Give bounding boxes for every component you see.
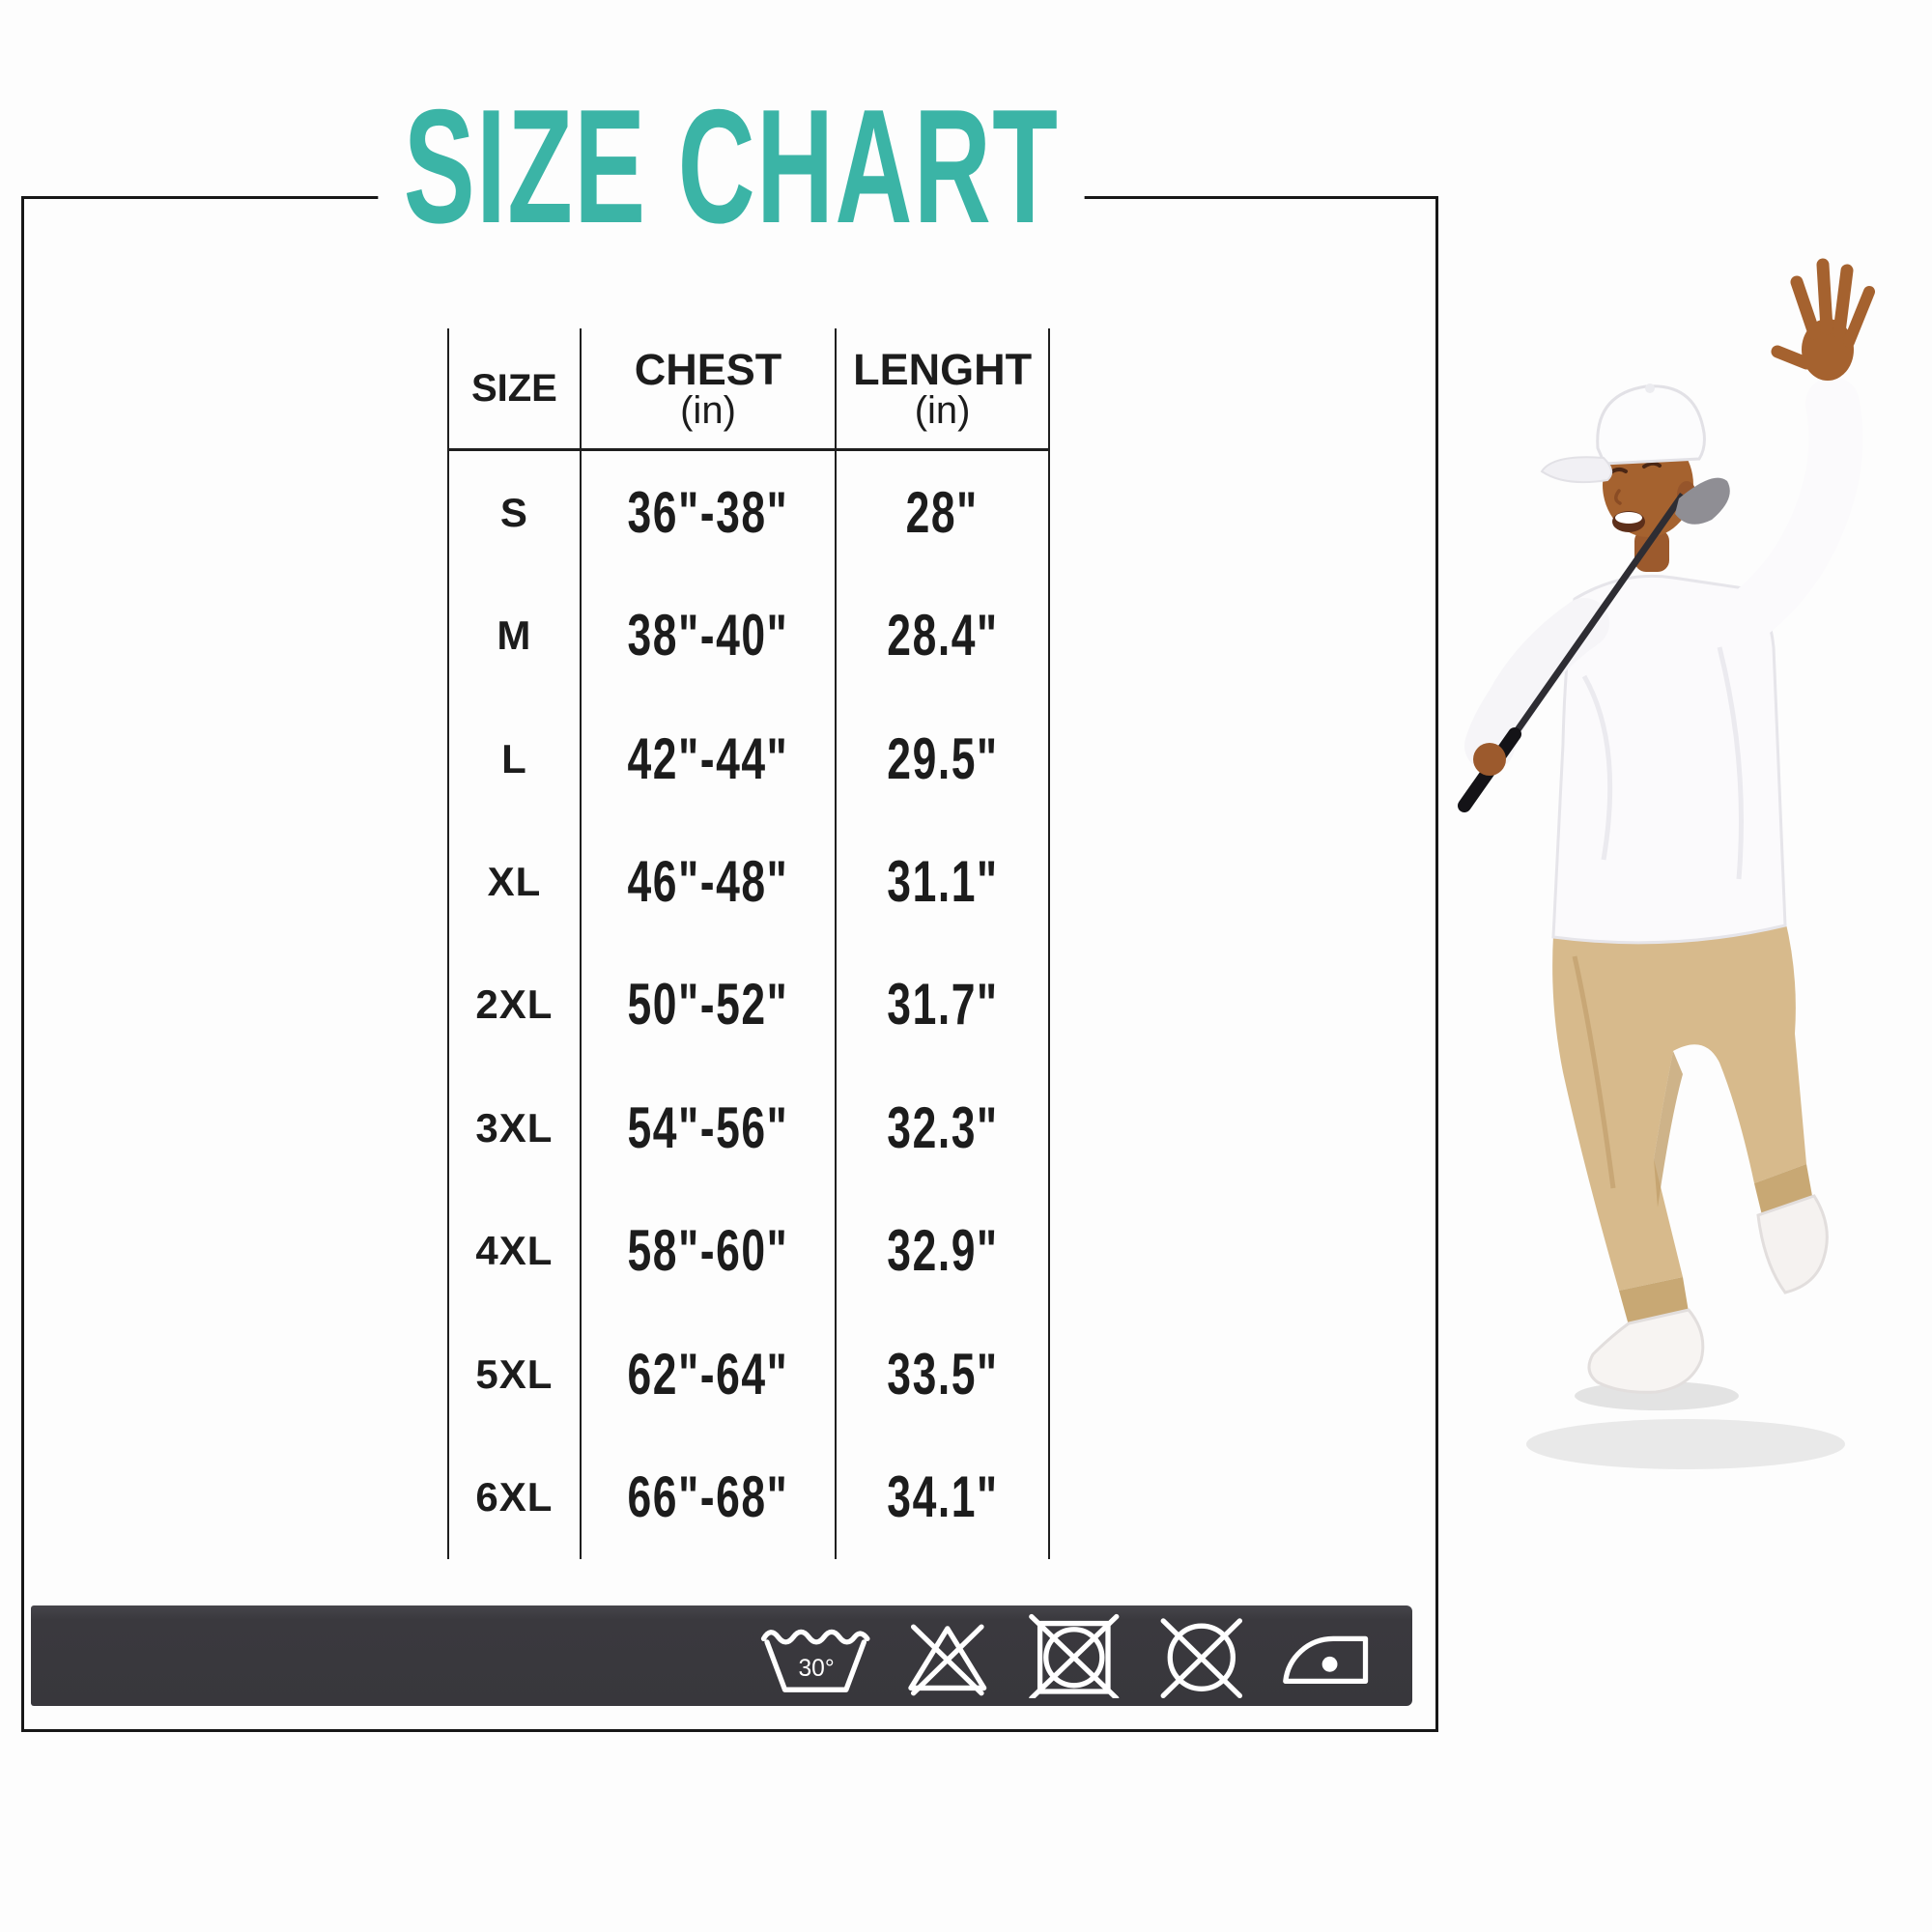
chest-cell-value: 38"-40" xyxy=(627,603,789,669)
length-cell: 32.9" xyxy=(835,1189,1050,1314)
size-cell: S xyxy=(447,449,581,575)
shirt-sleeve xyxy=(1464,598,1609,771)
pant-cuff xyxy=(1754,1164,1812,1215)
length-cell: 28" xyxy=(835,449,1050,575)
size-cell: L xyxy=(447,696,581,821)
chest-cell-value: 54"-56" xyxy=(627,1094,789,1161)
waving-hand xyxy=(1771,258,1875,381)
table-row: S 36"-38" 28" xyxy=(447,449,1050,575)
size-cell: 6XL xyxy=(447,1435,581,1559)
length-cell-value: 33.5" xyxy=(886,1341,999,1407)
ground-shadow xyxy=(1526,1419,1845,1469)
size-table-body: S 36"-38" 28" M 38"-40" 28.4" L 42"-44" 29.5" XL 4… xyxy=(447,449,1050,1559)
length-cell-value: 32.9" xyxy=(886,1218,999,1285)
chest-cell: 58"-60" xyxy=(579,1189,837,1314)
size-cell: XL xyxy=(447,820,581,944)
chest-cell-value: 66"-68" xyxy=(627,1464,789,1531)
size-cell: M xyxy=(447,574,581,697)
size-table-header: SIZE CHEST (in) LENGHT (in) xyxy=(447,328,1050,451)
size-cell: 5XL xyxy=(447,1313,581,1436)
size-cell: 3XL xyxy=(447,1066,581,1190)
iron-low-heat-icon xyxy=(1283,1635,1369,1685)
white-shirt xyxy=(1551,574,1787,945)
white-cap xyxy=(1540,384,1706,484)
wash-temperature-label: 30° xyxy=(799,1656,835,1682)
chest-cell: 54"-56" xyxy=(579,1066,837,1190)
length-cell-value: 28" xyxy=(905,479,980,546)
chest-cell: 38"-40" xyxy=(579,574,837,697)
do-not-tumble-dry-icon xyxy=(1029,1613,1120,1698)
shirt-sleeve xyxy=(1727,377,1863,638)
machine-wash-30-icon: 30° xyxy=(761,1629,870,1692)
table-row: 3XL 54"-56" 32.3" xyxy=(447,1066,1050,1190)
chest-cell: 36"-38" xyxy=(579,449,837,575)
chest-cell-value: 42"-44" xyxy=(627,725,789,792)
length-cell: 34.1" xyxy=(835,1435,1050,1559)
size-cell: 4XL xyxy=(447,1189,581,1314)
length-cell-value: 32.3" xyxy=(886,1094,999,1161)
column-header-length: LENGHT (in) xyxy=(835,328,1050,451)
do-not-bleach-icon xyxy=(907,1624,986,1696)
chest-cell-value: 62"-64" xyxy=(627,1341,789,1407)
table-row: M 38"-40" 28.4" xyxy=(447,574,1050,697)
khaki-pants xyxy=(1552,920,1806,1291)
length-cell: 31.1" xyxy=(835,820,1050,944)
column-header-chest: CHEST (in) xyxy=(579,328,837,451)
length-cell-value: 31.7" xyxy=(886,972,999,1038)
table-row: 6XL 66"-68" 34.1" xyxy=(447,1435,1050,1559)
care-instructions-bar: 30° xyxy=(31,1605,1412,1706)
size-table: SIZE CHEST (in) LENGHT (in) S 36"-38" 28" M… xyxy=(447,328,1050,1559)
chest-cell-value: 36"-38" xyxy=(627,479,789,546)
table-row: XL 46"-48" 31.1" xyxy=(447,820,1050,944)
shoe xyxy=(1756,1194,1829,1294)
do-not-dry-clean-icon xyxy=(1160,1618,1242,1698)
chest-cell: 66"-68" xyxy=(579,1435,837,1559)
length-cell-value: 28.4" xyxy=(886,603,999,669)
column-header-size: SIZE xyxy=(447,328,581,451)
length-cell-value: 34.1" xyxy=(886,1464,999,1531)
chest-cell: 46"-48" xyxy=(579,820,837,944)
chest-cell: 42"-44" xyxy=(579,696,837,821)
chest-cell-value: 58"-60" xyxy=(627,1218,789,1285)
table-row: L 42"-44" 29.5" xyxy=(447,696,1050,821)
length-cell: 32.3" xyxy=(835,1066,1050,1190)
gripping-hand xyxy=(1473,743,1506,776)
table-row: 5XL 62"-64" 33.5" xyxy=(447,1313,1050,1436)
chest-cell: 62"-64" xyxy=(579,1313,837,1436)
golfer-illustration xyxy=(1458,258,1875,1469)
chest-cell-value: 46"-48" xyxy=(627,849,789,915)
page-title: SIZE CHART xyxy=(378,85,1085,247)
table-row: 4XL 58"-60" 32.9" xyxy=(447,1189,1050,1314)
length-cell-value: 29.5" xyxy=(886,725,999,792)
shoe xyxy=(1587,1308,1705,1394)
table-row: 2XL 50"-52" 31.7" xyxy=(447,943,1050,1067)
length-cell: 33.5" xyxy=(835,1313,1050,1436)
length-cell: 31.7" xyxy=(835,943,1050,1067)
length-cell-value: 31.1" xyxy=(886,849,999,915)
chest-cell: 50"-52" xyxy=(579,943,837,1067)
chest-cell-value: 50"-52" xyxy=(627,972,789,1038)
length-cell: 28.4" xyxy=(835,574,1050,697)
length-cell: 29.5" xyxy=(835,696,1050,821)
size-cell: 2XL xyxy=(447,943,581,1067)
